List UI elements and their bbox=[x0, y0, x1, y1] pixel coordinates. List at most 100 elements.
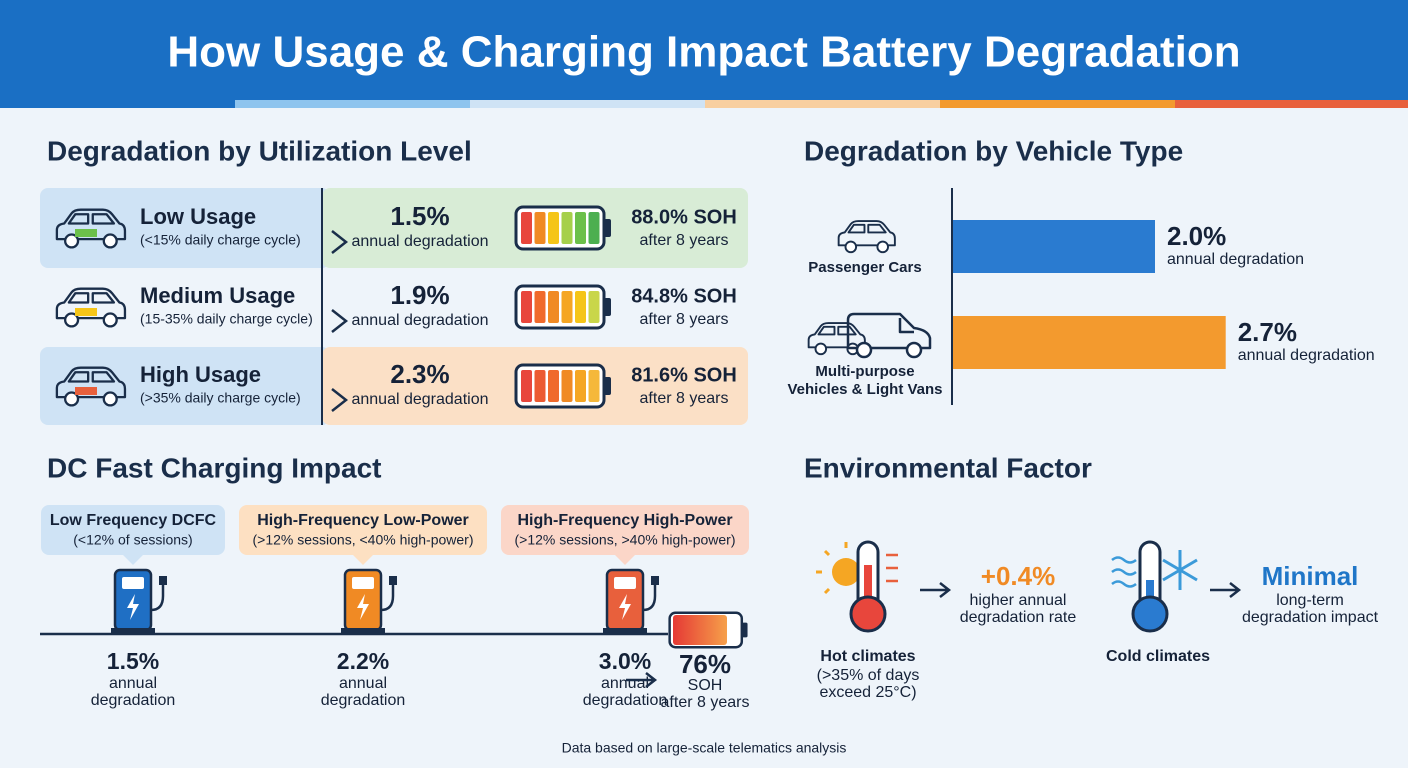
category-label: Passenger Cars bbox=[808, 259, 921, 276]
cold-effect-label: degradation impact bbox=[1242, 609, 1379, 626]
station-base bbox=[603, 628, 647, 634]
result-value: 76% bbox=[679, 649, 731, 679]
callout bbox=[239, 505, 487, 555]
hot-label: Hot climates bbox=[820, 648, 915, 665]
battery-cell bbox=[521, 291, 532, 323]
station-cable bbox=[150, 584, 165, 612]
battery-cell bbox=[534, 212, 546, 244]
soh-label: after 8 years bbox=[640, 232, 729, 249]
battery-cell bbox=[534, 370, 546, 402]
battery-cell bbox=[588, 370, 600, 402]
header-bar bbox=[0, 0, 1408, 100]
cold-effect: Minimal bbox=[1262, 561, 1359, 591]
cold-icon bbox=[1111, 540, 1198, 633]
section-title: DC Fast Charging Impact bbox=[47, 452, 381, 483]
station-rate: 3.0% bbox=[599, 648, 651, 674]
page-title: How Usage & Charging Impact Battery Degr… bbox=[167, 28, 1240, 77]
station-base bbox=[111, 628, 155, 634]
rate-label: annual degradation bbox=[351, 391, 488, 408]
station-label: Low Frequency DCFC bbox=[50, 512, 217, 529]
station-rate-label: degradation bbox=[321, 692, 406, 709]
battery-cell bbox=[521, 212, 532, 244]
station-label: High-Frequency Low-Power bbox=[257, 512, 469, 529]
result-note: after 8 years bbox=[661, 694, 750, 711]
usage-label: Medium Usage bbox=[140, 283, 295, 308]
battery-cell bbox=[588, 212, 600, 244]
battery-cell bbox=[548, 291, 559, 323]
battery-cell bbox=[561, 291, 573, 323]
value-note: annual degradation bbox=[1167, 251, 1304, 268]
callout bbox=[41, 505, 225, 555]
usage-note: (>35% daily charge cycle) bbox=[140, 390, 301, 406]
battery-cell bbox=[521, 370, 532, 402]
rate-label: annual degradation bbox=[351, 233, 488, 250]
header-stripe bbox=[0, 100, 1408, 108]
car-icon bbox=[55, 287, 127, 328]
hot-effect-label: higher annual bbox=[970, 592, 1067, 609]
rate-label: annual degradation bbox=[351, 312, 488, 329]
station-screen bbox=[352, 577, 374, 589]
callout-pointer bbox=[615, 555, 635, 565]
rate: 2.3% bbox=[390, 359, 449, 389]
arrow bbox=[331, 388, 349, 412]
car-battery bbox=[75, 387, 97, 395]
value-label: 2.7% bbox=[1238, 317, 1297, 347]
hot-icon bbox=[816, 540, 898, 633]
section-title: Environmental Factor bbox=[804, 452, 1092, 483]
section-title: Degradation by Vehicle Type bbox=[804, 135, 1183, 166]
hot-effect: +0.4% bbox=[981, 561, 1055, 591]
battery-icon bbox=[668, 611, 749, 649]
battery-cell bbox=[561, 212, 573, 244]
station-rate: 2.2% bbox=[337, 648, 389, 674]
station-rate: 1.5% bbox=[107, 648, 159, 674]
battery-cell bbox=[575, 212, 586, 244]
station-rate-label: degradation bbox=[91, 692, 176, 709]
arrow bbox=[920, 582, 952, 598]
category-label: Vehicles & Light Vans bbox=[787, 381, 942, 398]
callout-pointer bbox=[123, 555, 143, 565]
battery-cell bbox=[561, 370, 573, 402]
battery-cell bbox=[575, 291, 586, 323]
station-rate-label: annual bbox=[601, 675, 649, 692]
car-battery bbox=[75, 308, 97, 316]
value-note: annual degradation bbox=[1238, 347, 1375, 364]
station-note: (>12% sessions, <40% high-power) bbox=[252, 532, 473, 548]
station-cable bbox=[642, 584, 657, 612]
station-note: (<12% of sessions) bbox=[73, 532, 192, 548]
value-label: 2.0% bbox=[1167, 221, 1226, 251]
station-label: High-Frequency High-Power bbox=[517, 512, 732, 529]
usage-label: High Usage bbox=[140, 362, 261, 387]
section-title: Degradation by Utilization Level bbox=[47, 135, 472, 166]
category-label: Multi-purpose bbox=[815, 363, 914, 380]
station-bolt bbox=[619, 594, 631, 620]
soh-label: after 8 years bbox=[640, 311, 729, 328]
battery-cell bbox=[534, 291, 546, 323]
station-cable bbox=[380, 584, 395, 612]
hot-note: exceed 25°C) bbox=[819, 684, 916, 701]
rate: 1.9% bbox=[390, 280, 449, 310]
station-bolt bbox=[127, 594, 139, 620]
station-rate-label: annual bbox=[339, 675, 387, 692]
station-base bbox=[341, 628, 385, 634]
car-icon bbox=[837, 219, 897, 254]
battery-cell bbox=[588, 291, 600, 323]
van-icon bbox=[846, 312, 932, 359]
soh: 88.0% SOH bbox=[631, 206, 737, 228]
station-bolt bbox=[357, 594, 369, 620]
callout bbox=[501, 505, 749, 555]
soh: 84.8% SOH bbox=[631, 285, 737, 307]
cold-effect-label: long-term bbox=[1276, 592, 1344, 609]
station-rate-label: degradation bbox=[583, 692, 668, 709]
battery-cell bbox=[548, 370, 559, 402]
soh: 81.6% SOH bbox=[631, 364, 737, 386]
result-label: SOH bbox=[688, 677, 723, 694]
callout-pointer bbox=[353, 555, 373, 565]
battery-cell bbox=[575, 370, 586, 402]
arrow bbox=[331, 309, 349, 333]
battery-cell bbox=[548, 212, 559, 244]
station-plug bbox=[651, 576, 659, 585]
station-screen bbox=[614, 577, 636, 589]
station-plug bbox=[159, 576, 167, 585]
station-rate-label: annual bbox=[109, 675, 157, 692]
